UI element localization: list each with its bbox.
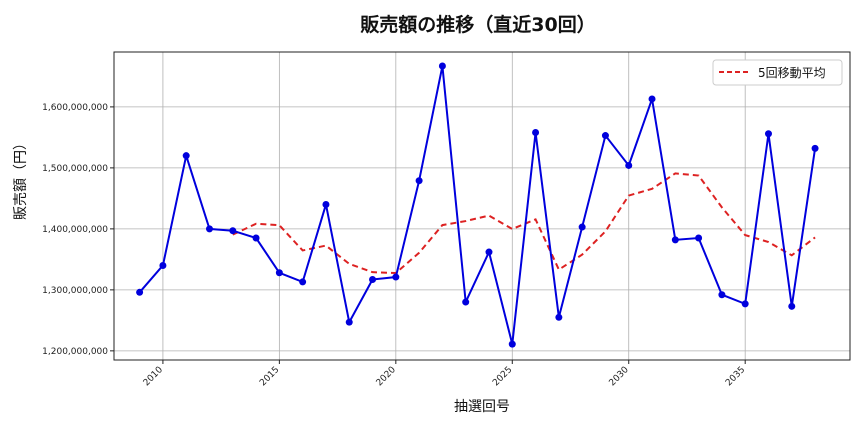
x-tick-label: 2035 (724, 365, 747, 388)
data-point-marker (648, 95, 656, 103)
x-tick-label: 2015 (258, 365, 281, 388)
data-point-marker (392, 273, 400, 281)
data-point-marker (555, 313, 563, 321)
y-tick-label: 1,500,000,000 (42, 164, 108, 174)
data-point-marker (625, 161, 633, 169)
plot-frame (113, 51, 851, 361)
sales-line (136, 62, 819, 348)
data-point-marker (671, 236, 679, 244)
data-point-marker (532, 129, 540, 137)
x-tick-label: 2030 (608, 365, 631, 388)
data-point-marker (485, 248, 493, 256)
data-point-marker (159, 261, 167, 269)
moving-average-line (232, 172, 816, 275)
x-axis-ticks: 2010 2015 2020 2025 2030 2035 (142, 360, 747, 388)
legend: 5回移動平均 (712, 59, 843, 86)
legend-label-ma: 5回移動平均 (758, 66, 826, 80)
data-point-marker (811, 144, 819, 152)
grid-lines (114, 52, 850, 360)
data-point-marker (205, 225, 213, 233)
legend-box (712, 59, 843, 86)
data-point-marker (415, 177, 423, 185)
data-point-marker (252, 234, 260, 242)
data-point-marker (508, 340, 516, 348)
data-point-marker (788, 302, 796, 310)
data-point-marker (462, 298, 470, 306)
data-point-marker (322, 200, 330, 208)
x-tick-label: 2025 (491, 365, 514, 388)
data-point-marker (695, 234, 703, 242)
x-axis-label: 抽選回号 (454, 399, 510, 415)
data-point-marker (136, 288, 144, 296)
data-point-marker (229, 227, 237, 235)
chart-title: 販売額の推移（直近30回） (360, 14, 596, 36)
data-point-marker (601, 132, 609, 140)
y-tick-label: 1,300,000,000 (42, 286, 108, 296)
y-tick-label: 1,400,000,000 (42, 225, 108, 235)
data-point-marker (764, 130, 772, 138)
x-tick-label: 2010 (142, 365, 165, 388)
data-point-marker (299, 278, 307, 286)
y-axis-ticks: 1,200,000,000 1,300,000,000 1,400,000,000 1… (42, 103, 114, 357)
x-tick-label: 2020 (375, 365, 398, 388)
data-point-marker (438, 62, 446, 70)
data-point-marker (345, 318, 353, 326)
data-point-marker (578, 223, 586, 231)
data-point-marker (182, 152, 190, 160)
data-point-marker (275, 269, 283, 277)
data-point-marker (741, 300, 749, 308)
data-point-marker (718, 291, 726, 299)
data-point-marker (369, 275, 377, 283)
y-tick-label: 1,600,000,000 (42, 103, 108, 113)
y-tick-label: 1,200,000,000 (42, 347, 108, 357)
